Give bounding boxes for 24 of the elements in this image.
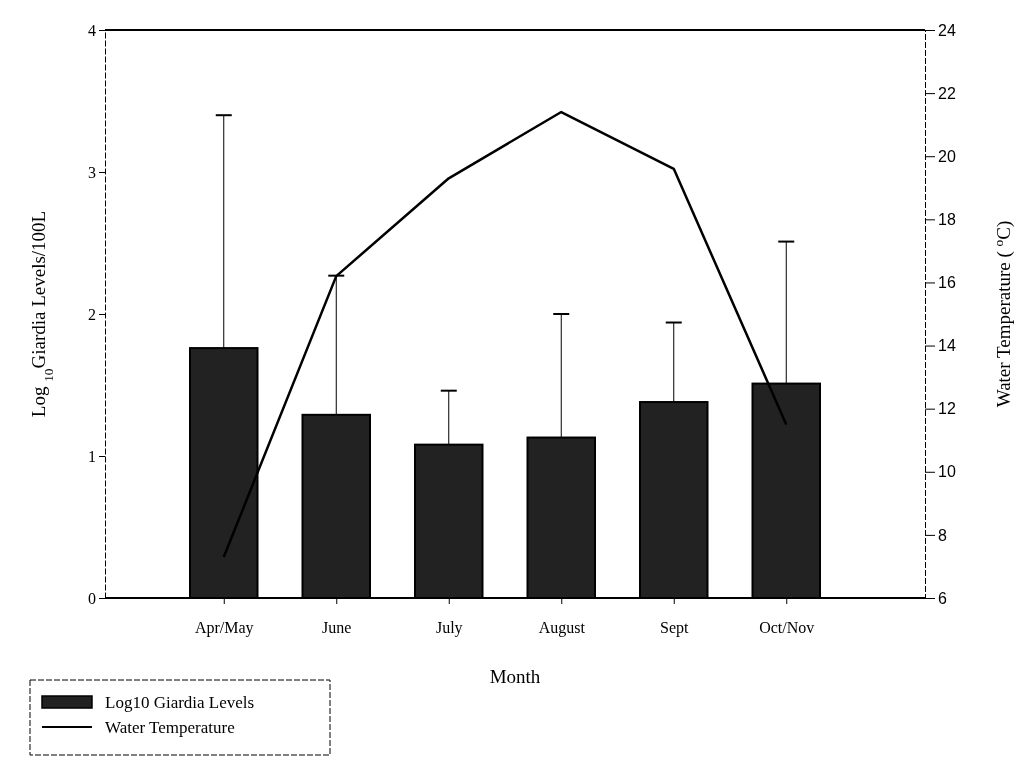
x-tick-label: August [538, 618, 586, 637]
legend-label: Water Temperature [105, 718, 235, 737]
y2-tick-label: 22 [938, 84, 956, 102]
x-tick-label: Oct/Nov [759, 618, 815, 636]
y2-tick-label: 14 [938, 337, 956, 355]
y-tick-label: 4 [88, 21, 96, 39]
y2-tick-label: 12 [938, 400, 956, 418]
y2-tick-label: 18 [938, 210, 956, 228]
y2-tick-label: 10 [938, 463, 956, 481]
x-tick-label: Sept [660, 618, 690, 637]
y-tick-label: 2 [88, 305, 96, 323]
x-axis-title: Month [489, 666, 541, 687]
y2-tick-label: 8 [938, 526, 947, 544]
x-tick-label: June [322, 618, 352, 636]
y-tick-label: 1 [88, 447, 96, 465]
y2-tick-label: 20 [938, 147, 956, 165]
y2-tick-label: 6 [938, 589, 947, 607]
legend-label: Log10 Giardia Levels [105, 693, 255, 712]
y-tick-label: 3 [88, 163, 96, 181]
y-tick-label: 0 [88, 589, 96, 607]
y2-tick-label: 24 [938, 21, 956, 39]
x-tick-label: Apr/May [194, 618, 254, 637]
y2-tick-label: 16 [938, 274, 956, 292]
x-tick-label: July [435, 618, 463, 637]
